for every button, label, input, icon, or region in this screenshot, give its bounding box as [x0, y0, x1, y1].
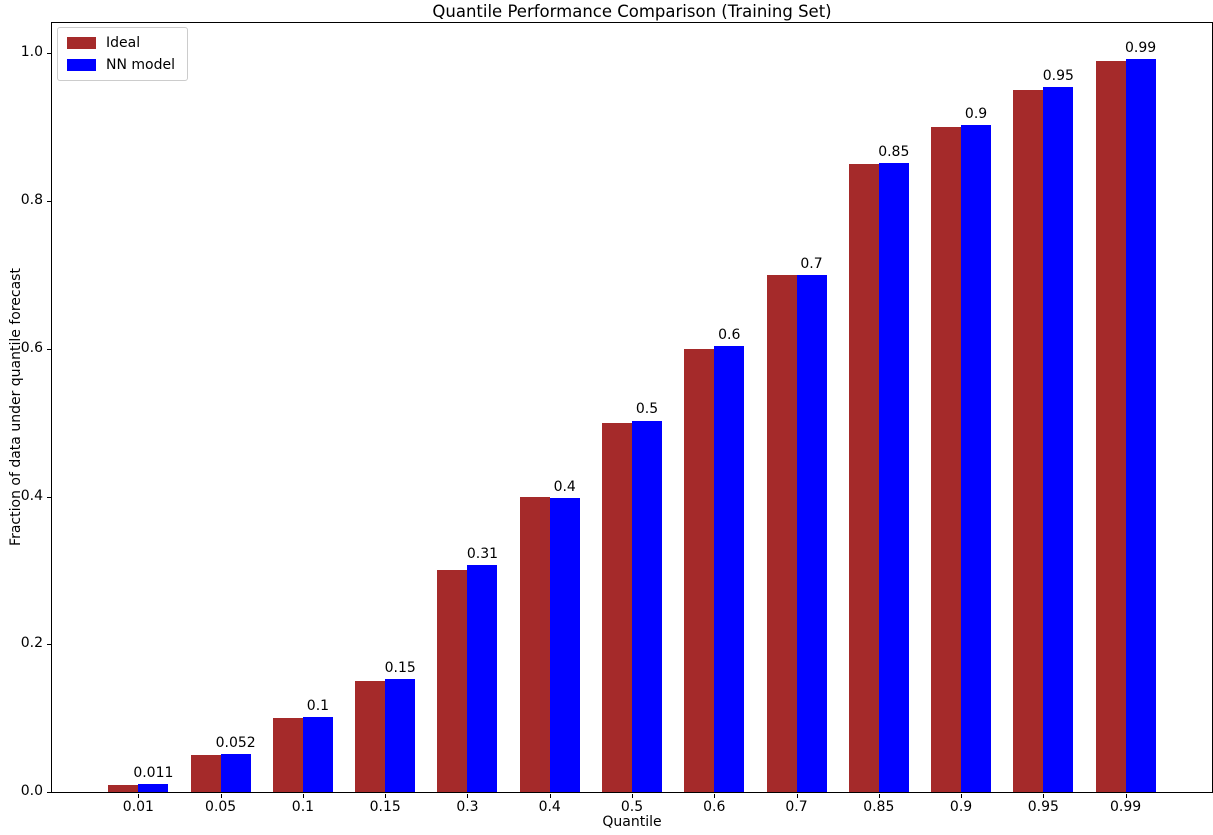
- x-tick-label: 0.15: [369, 799, 401, 815]
- bar-value-label: 0.5: [635, 401, 659, 418]
- bar-value-label: 0.15: [384, 659, 416, 676]
- bar-ideal-0.4: [519, 496, 550, 792]
- x-tick-label: 0.1: [291, 799, 315, 815]
- bar-value-label: 0.85: [878, 144, 910, 161]
- y-tick-mark: [47, 53, 51, 55]
- bar-ideal-0.7: [766, 275, 797, 792]
- bar-value-label: 0.1: [306, 697, 330, 714]
- y-tick-label: 0.8: [20, 192, 43, 209]
- legend-swatch-nn-model: [67, 59, 96, 71]
- bar-ideal-0.01: [108, 784, 139, 792]
- bar-nn-model-0.9: [961, 125, 992, 792]
- bar-ideal-0.85: [848, 164, 879, 792]
- chart-title: Quantile Performance Comparison (Trainin…: [432, 2, 832, 21]
- bar-nn-model-0.95: [1043, 86, 1074, 792]
- x-tick-mark: [632, 794, 633, 798]
- x-tick-label: 0.01: [122, 799, 154, 815]
- y-tick-mark: [47, 792, 51, 793]
- bar-nn-model-0.05: [220, 753, 251, 792]
- bar-ideal-0.6: [684, 348, 715, 792]
- y-tick-mark: [47, 201, 51, 203]
- x-tick-label: 0.9: [949, 799, 973, 815]
- bar-value-label: 0.31: [466, 546, 499, 563]
- x-tick-label: 0.5: [620, 799, 644, 815]
- y-tick-mark: [47, 644, 51, 646]
- y-tick-mark: [47, 348, 51, 350]
- bar-ideal-0.99: [1095, 60, 1126, 792]
- x-tick-label: 0.95: [1027, 799, 1059, 815]
- y-axis-label: Fraction of data under quantile forecast: [8, 268, 24, 546]
- legend-label-nn-model: NN model: [106, 57, 175, 73]
- bar-ideal-0.1: [272, 718, 303, 792]
- plot-area: 0.0 0.2 0.4 0.6 0.8 1.0 0.01 0.011 0.05 0.052 0.1 0…: [21, 22, 1213, 815]
- x-tick-mark: [1125, 794, 1127, 798]
- bar-value-label: 0.9: [964, 106, 988, 123]
- bar-nn-model-0.15: [385, 679, 416, 792]
- x-tick-mark: [961, 794, 963, 798]
- x-tick-mark: [467, 794, 469, 798]
- bar-nn-model-0.6: [714, 345, 745, 792]
- bar-nn-model-0.4: [549, 498, 580, 792]
- bar-nn-model-0.01: [138, 783, 169, 792]
- x-tick-mark: [220, 794, 222, 798]
- bar-ideal-0.9: [931, 127, 962, 792]
- legend-entry-nn-model: NN model: [67, 56, 175, 74]
- bar-ideal-0.15: [355, 681, 386, 792]
- x-tick-label: 0.05: [205, 799, 237, 815]
- y-tick-label: 1.0: [20, 44, 43, 61]
- x-tick-mark: [549, 794, 551, 798]
- bar-value-label: 0.4: [553, 479, 576, 496]
- bar-ideal-0.5: [602, 422, 632, 792]
- y-tick-label: 0.0: [20, 783, 43, 799]
- legend: Ideal NN model: [57, 27, 188, 81]
- bar-value-label: 0.011: [133, 764, 174, 781]
- bar-value-label: 0.7: [800, 256, 823, 272]
- bar-nn-model-0.5: [632, 420, 662, 792]
- x-tick-mark: [878, 794, 880, 798]
- legend-entry-ideal: Ideal: [67, 34, 175, 52]
- x-tick-mark: [385, 794, 387, 798]
- x-tick-label: 0.7: [785, 799, 808, 815]
- bar-nn-model-0.7: [796, 275, 827, 792]
- bar-ideal-0.05: [190, 755, 221, 792]
- bar-ideal-0.95: [1013, 90, 1044, 792]
- legend-swatch-ideal: [67, 37, 96, 49]
- y-tick-label: 0.4: [20, 487, 43, 504]
- x-axis-label: Quantile: [602, 814, 662, 830]
- x-tick-mark: [1043, 794, 1045, 798]
- x-tick-label: 0.6: [703, 799, 726, 815]
- y-tick-label: 0.6: [20, 339, 43, 356]
- x-tick-mark: [138, 794, 140, 798]
- bar-value-label: 0.052: [215, 734, 256, 751]
- bar-ideal-0.3: [437, 570, 468, 792]
- bar-nn-model-0.1: [302, 716, 333, 792]
- x-tick-label: 0.4: [538, 799, 561, 815]
- bar-nn-model-0.3: [467, 565, 498, 792]
- bar-value-label: 0.6: [718, 326, 741, 343]
- x-tick-mark: [302, 794, 304, 798]
- x-tick-mark: [714, 794, 716, 798]
- legend-label-ideal: Ideal: [106, 35, 141, 51]
- bar-nn-model-0.85: [878, 163, 909, 792]
- x-tick-label: 0.99: [1110, 799, 1142, 815]
- x-tick-label: 0.3: [456, 799, 479, 815]
- bar-nn-model-0.99: [1125, 58, 1156, 792]
- bar-value-label: 0.99: [1125, 39, 1157, 56]
- bar-value-label: 0.95: [1042, 67, 1074, 84]
- x-tick-label: 0.85: [863, 799, 895, 815]
- x-tick-mark: [796, 794, 798, 798]
- y-tick-label: 0.2: [20, 635, 43, 652]
- y-tick-mark: [47, 496, 51, 498]
